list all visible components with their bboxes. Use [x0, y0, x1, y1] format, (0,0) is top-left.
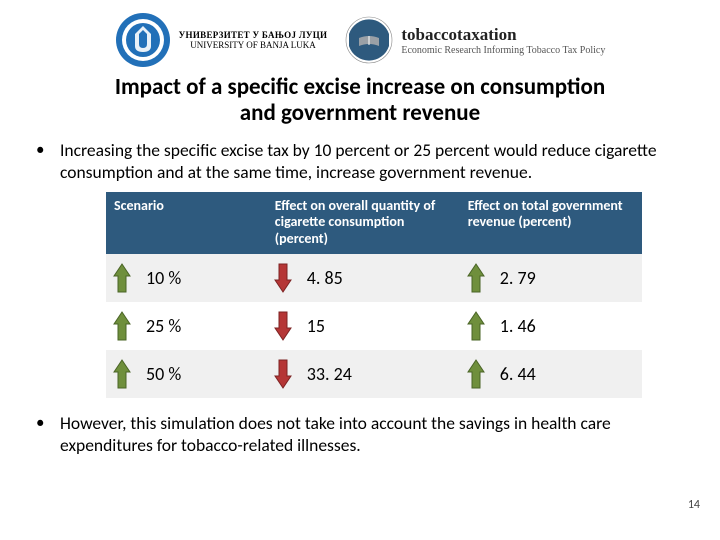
- cell-scenario-value: 50 %: [146, 363, 196, 385]
- cell-scenario-value: 25 %: [146, 315, 196, 337]
- page-number: 14: [688, 498, 700, 512]
- effects-table: Scenario Effect on overall quantity of c…: [106, 192, 642, 398]
- bullet-list-bottom: However, this simulation does not take i…: [28, 412, 692, 457]
- arrow-down-icon: [273, 310, 293, 342]
- arrow-up-icon: [112, 310, 132, 342]
- title-line-2: and government revenue: [240, 99, 480, 127]
- bullet-2: However, this simulation does not take i…: [50, 412, 692, 457]
- cell-scenario: 25 %: [106, 302, 267, 350]
- cell-revenue-value: 6. 44: [500, 363, 550, 385]
- tobaccotaxation-text: tobaccotaxation Economic Research Inform…: [401, 25, 605, 56]
- cell-consumption-value: 4. 85: [307, 267, 357, 289]
- cell-consumption: 15: [267, 302, 460, 350]
- cell-revenue: 1. 46: [460, 302, 642, 350]
- arrow-up-icon: [466, 262, 486, 294]
- cell-consumption: 33. 24: [267, 350, 460, 398]
- cell-scenario: 10 %: [106, 254, 267, 302]
- table-row: 10 % 4. 85 2. 79: [106, 254, 642, 302]
- table-row: 25 % 15 1. 46: [106, 302, 642, 350]
- arrow-down-icon: [273, 262, 293, 294]
- col-consumption: Effect on overall quantity of cigarette …: [267, 192, 460, 254]
- title-line-1: Impact of a specific excise increase on …: [115, 73, 605, 101]
- slide-page: УНИВЕРЗИТЕТ У БАЊОЈ ЛУЦИ UNIVERSITY OF B…: [0, 0, 720, 540]
- bullet-1: Increasing the specific excise tax by 10…: [50, 139, 692, 184]
- table-header-row: Scenario Effect on overall quantity of c…: [106, 192, 642, 254]
- logo-row: УНИВЕРЗИТЕТ У БАЊОЈ ЛУЦИ UNIVERSITY OF B…: [28, 12, 692, 68]
- cell-revenue-value: 2. 79: [500, 267, 550, 289]
- tobaccotaxation-subtitle: Economic Research Informing Tobacco Tax …: [401, 45, 605, 56]
- university-seal-icon: [115, 12, 171, 68]
- cell-scenario-value: 10 %: [146, 267, 196, 289]
- university-name: УНИВЕРЗИТЕТ У БАЊОЈ ЛУЦИ UNIVERSITY OF B…: [179, 30, 328, 51]
- arrow-up-icon: [112, 358, 132, 390]
- page-title: Impact of a specific excise increase on …: [28, 74, 692, 127]
- cell-scenario: 50 %: [106, 350, 267, 398]
- cell-consumption-value: 33. 24: [307, 363, 357, 385]
- university-name-en: UNIVERSITY OF BANJA LUKA: [179, 40, 328, 50]
- cell-revenue-value: 1. 46: [500, 315, 550, 337]
- cell-consumption-value: 15: [307, 315, 357, 337]
- col-revenue: Effect on total government revenue (perc…: [460, 192, 642, 254]
- university-name-sr: УНИВЕРЗИТЕТ У БАЊОЈ ЛУЦИ: [179, 30, 328, 40]
- col-scenario: Scenario: [106, 192, 267, 254]
- cell-revenue: 6. 44: [460, 350, 642, 398]
- arrow-down-icon: [273, 358, 293, 390]
- arrow-up-icon: [466, 310, 486, 342]
- bullet-list-top: Increasing the specific excise tax by 10…: [28, 139, 692, 184]
- university-logo-block: УНИВЕРЗИТЕТ У БАЊОЈ ЛУЦИ UNIVERSITY OF B…: [115, 12, 328, 68]
- arrow-up-icon: [112, 262, 132, 294]
- table-row: 50 % 33. 24 6. 44: [106, 350, 642, 398]
- cell-revenue: 2. 79: [460, 254, 642, 302]
- tobaccotaxation-logo-block: tobaccotaxation Economic Research Inform…: [345, 16, 605, 64]
- cell-consumption: 4. 85: [267, 254, 460, 302]
- tobaccotaxation-brand: tobaccotaxation: [401, 25, 605, 45]
- tobaccotaxation-seal-icon: [345, 16, 393, 64]
- arrow-up-icon: [466, 358, 486, 390]
